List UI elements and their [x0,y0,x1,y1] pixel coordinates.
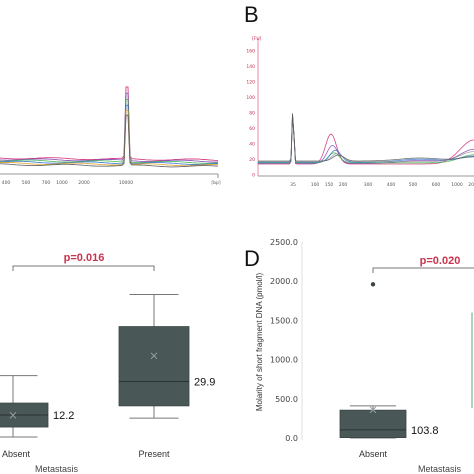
panel-c-absent-mean-marker [9,411,17,419]
panel-b-y-tick: 0 [252,173,255,179]
panel-a-trace-5 [0,109,218,167]
panel-b-x-tick: 35 [290,182,296,188]
panel-b-y-tick: 40 [249,142,255,148]
panel-b-x-tick: 200 [339,182,348,188]
panel-d-y-title: Molarity of short fragment DNA (pmol/l) [255,273,264,412]
panel-c-absent-median-label: 12.2 [53,410,74,422]
panel-a-trace-4 [0,104,219,165]
panel-b-x-tick: 400 [387,182,396,188]
panel-b-trace-4 [258,114,474,163]
panel-c-boxplot: p=0.016 12.2 29.9 Absent Present Metastasi… [0,252,215,474]
panel-c-category: Absent [2,449,31,459]
panel-d-absent-outlier [370,282,376,287]
panel-d-y-tick: 2000.0 [270,277,298,286]
panel-c-present-median-label: 29.9 [194,377,215,389]
panel-c-present-box [118,326,190,407]
panel-a-x-tick: 10000 [119,180,133,186]
panel-d-y-tick: 0.0 [285,434,298,443]
panel-b-x-tick: 600 [432,182,441,188]
panel-d-category: Absent [359,449,388,459]
panel-d-absent-box [339,409,407,439]
panel-b-x-tick: 2000 [468,182,474,188]
panel-a-trace-6 [0,114,219,168]
panel-b-y-tick: 60 [249,126,255,132]
panel-a-x-tick: 500 [22,180,31,186]
panel-a-x-tick: 1000 [56,180,68,186]
panel-b-y-tick: 160 [246,49,255,55]
panel-a-trace-1 [0,86,219,162]
panel-b-x-tick: 500 [409,182,418,188]
panel-c-x-title: Metastasis [35,464,79,474]
panel-c-p-value: p=0.016 [64,252,105,264]
panel-a-trace-2 [0,92,218,163]
panel-a-x-tick: 700 [42,180,51,186]
panel-b-trace-6 [258,113,474,162]
panel-d-absent-mean-marker [369,406,377,414]
panel-a-x-tick: 2000 [78,180,90,186]
panel-b-y-tick: 100 [246,95,255,101]
panel-c-present-mean-marker [150,352,158,360]
panel-b-y-tick: 20 [249,157,255,163]
panel-b-x-tick: 150 [325,182,334,188]
panel-a-x-tick: [bp] [211,180,220,186]
panel-b-x-tick: 100 [311,182,320,188]
panel-b-trace-2 [258,115,474,164]
panel-d-y-tick: 2500.0 [270,238,298,247]
panel-d-boxplot: Molarity of short fragment DNA (pmol/l) … [255,238,474,474]
panel-a-trace-3 [0,98,219,164]
panel-d-y-tick: 1000.0 [270,356,298,365]
panel-b-trace-1 [258,116,474,165]
panel-c-significance-bracket [12,265,155,271]
panel-b-x-tick: 300 [364,182,373,188]
panel-d-p-value: p=0.020 [420,255,461,267]
panel-b-y-unit: [FU] [252,36,262,42]
panel-d-significance-bracket [372,267,474,273]
panel-b-x-tick: 1000 [451,182,463,188]
panel-b-y-tick: 120 [246,80,255,86]
panel-d-y-tick: 1500.0 [270,316,298,325]
panel-b-y-tick: 140 [246,64,255,70]
panel-d-y-tick: 500.0 [275,395,298,404]
panel-label-d: D [244,246,260,271]
panel-a-electropherogram: 400 500 700 1000 2000 10000 [bp] [0,86,221,186]
panel-d-absent-median-label: 103.8 [411,425,439,437]
panel-b-trace-3 [258,115,474,164]
panel-d-x-title: Metastasis [418,464,462,474]
panel-b-y-tick: 80 [249,111,255,117]
panel-b-trace-5 [258,113,474,162]
panel-label-b: B [244,2,259,27]
panel-a-x-tick: 400 [2,180,11,186]
panel-c-category: Present [138,449,170,459]
